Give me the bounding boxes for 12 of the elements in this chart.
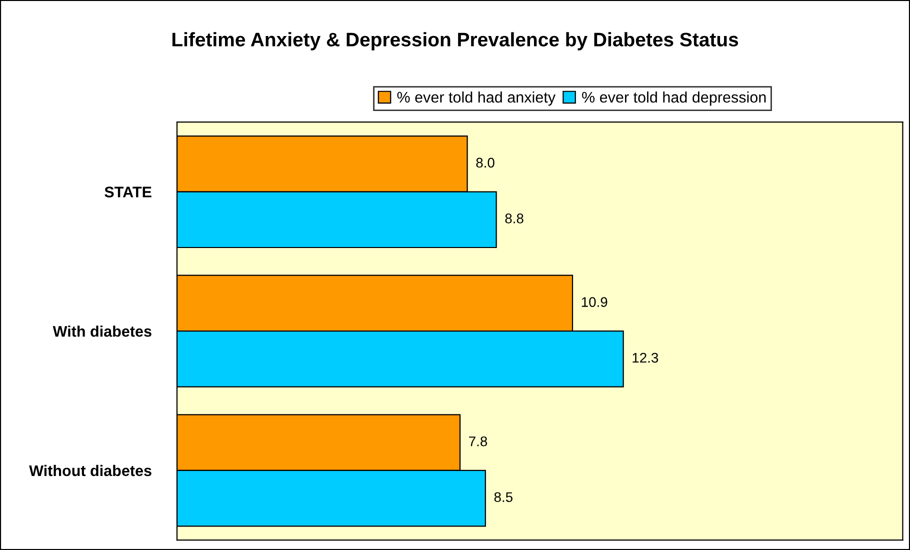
legend-label: % ever told had anxiety xyxy=(397,91,556,106)
data-label: 10.9 xyxy=(582,297,608,307)
data-label: 8.5 xyxy=(494,492,512,502)
y-tick-label: With diabetes xyxy=(52,326,152,337)
legend-label: % ever told had depression xyxy=(582,91,766,106)
data-label: 12.3 xyxy=(632,352,658,363)
y-tick-label: STATE xyxy=(104,186,152,198)
data-label: 8.8 xyxy=(505,214,524,224)
data-label: 7.8 xyxy=(469,436,488,446)
data-label: 8.0 xyxy=(476,158,494,168)
chart-title: Lifetime Anxiety & Depression Prevalence by Diabetes Status xyxy=(172,32,738,50)
y-tick-label: Without diabetes xyxy=(29,464,152,476)
